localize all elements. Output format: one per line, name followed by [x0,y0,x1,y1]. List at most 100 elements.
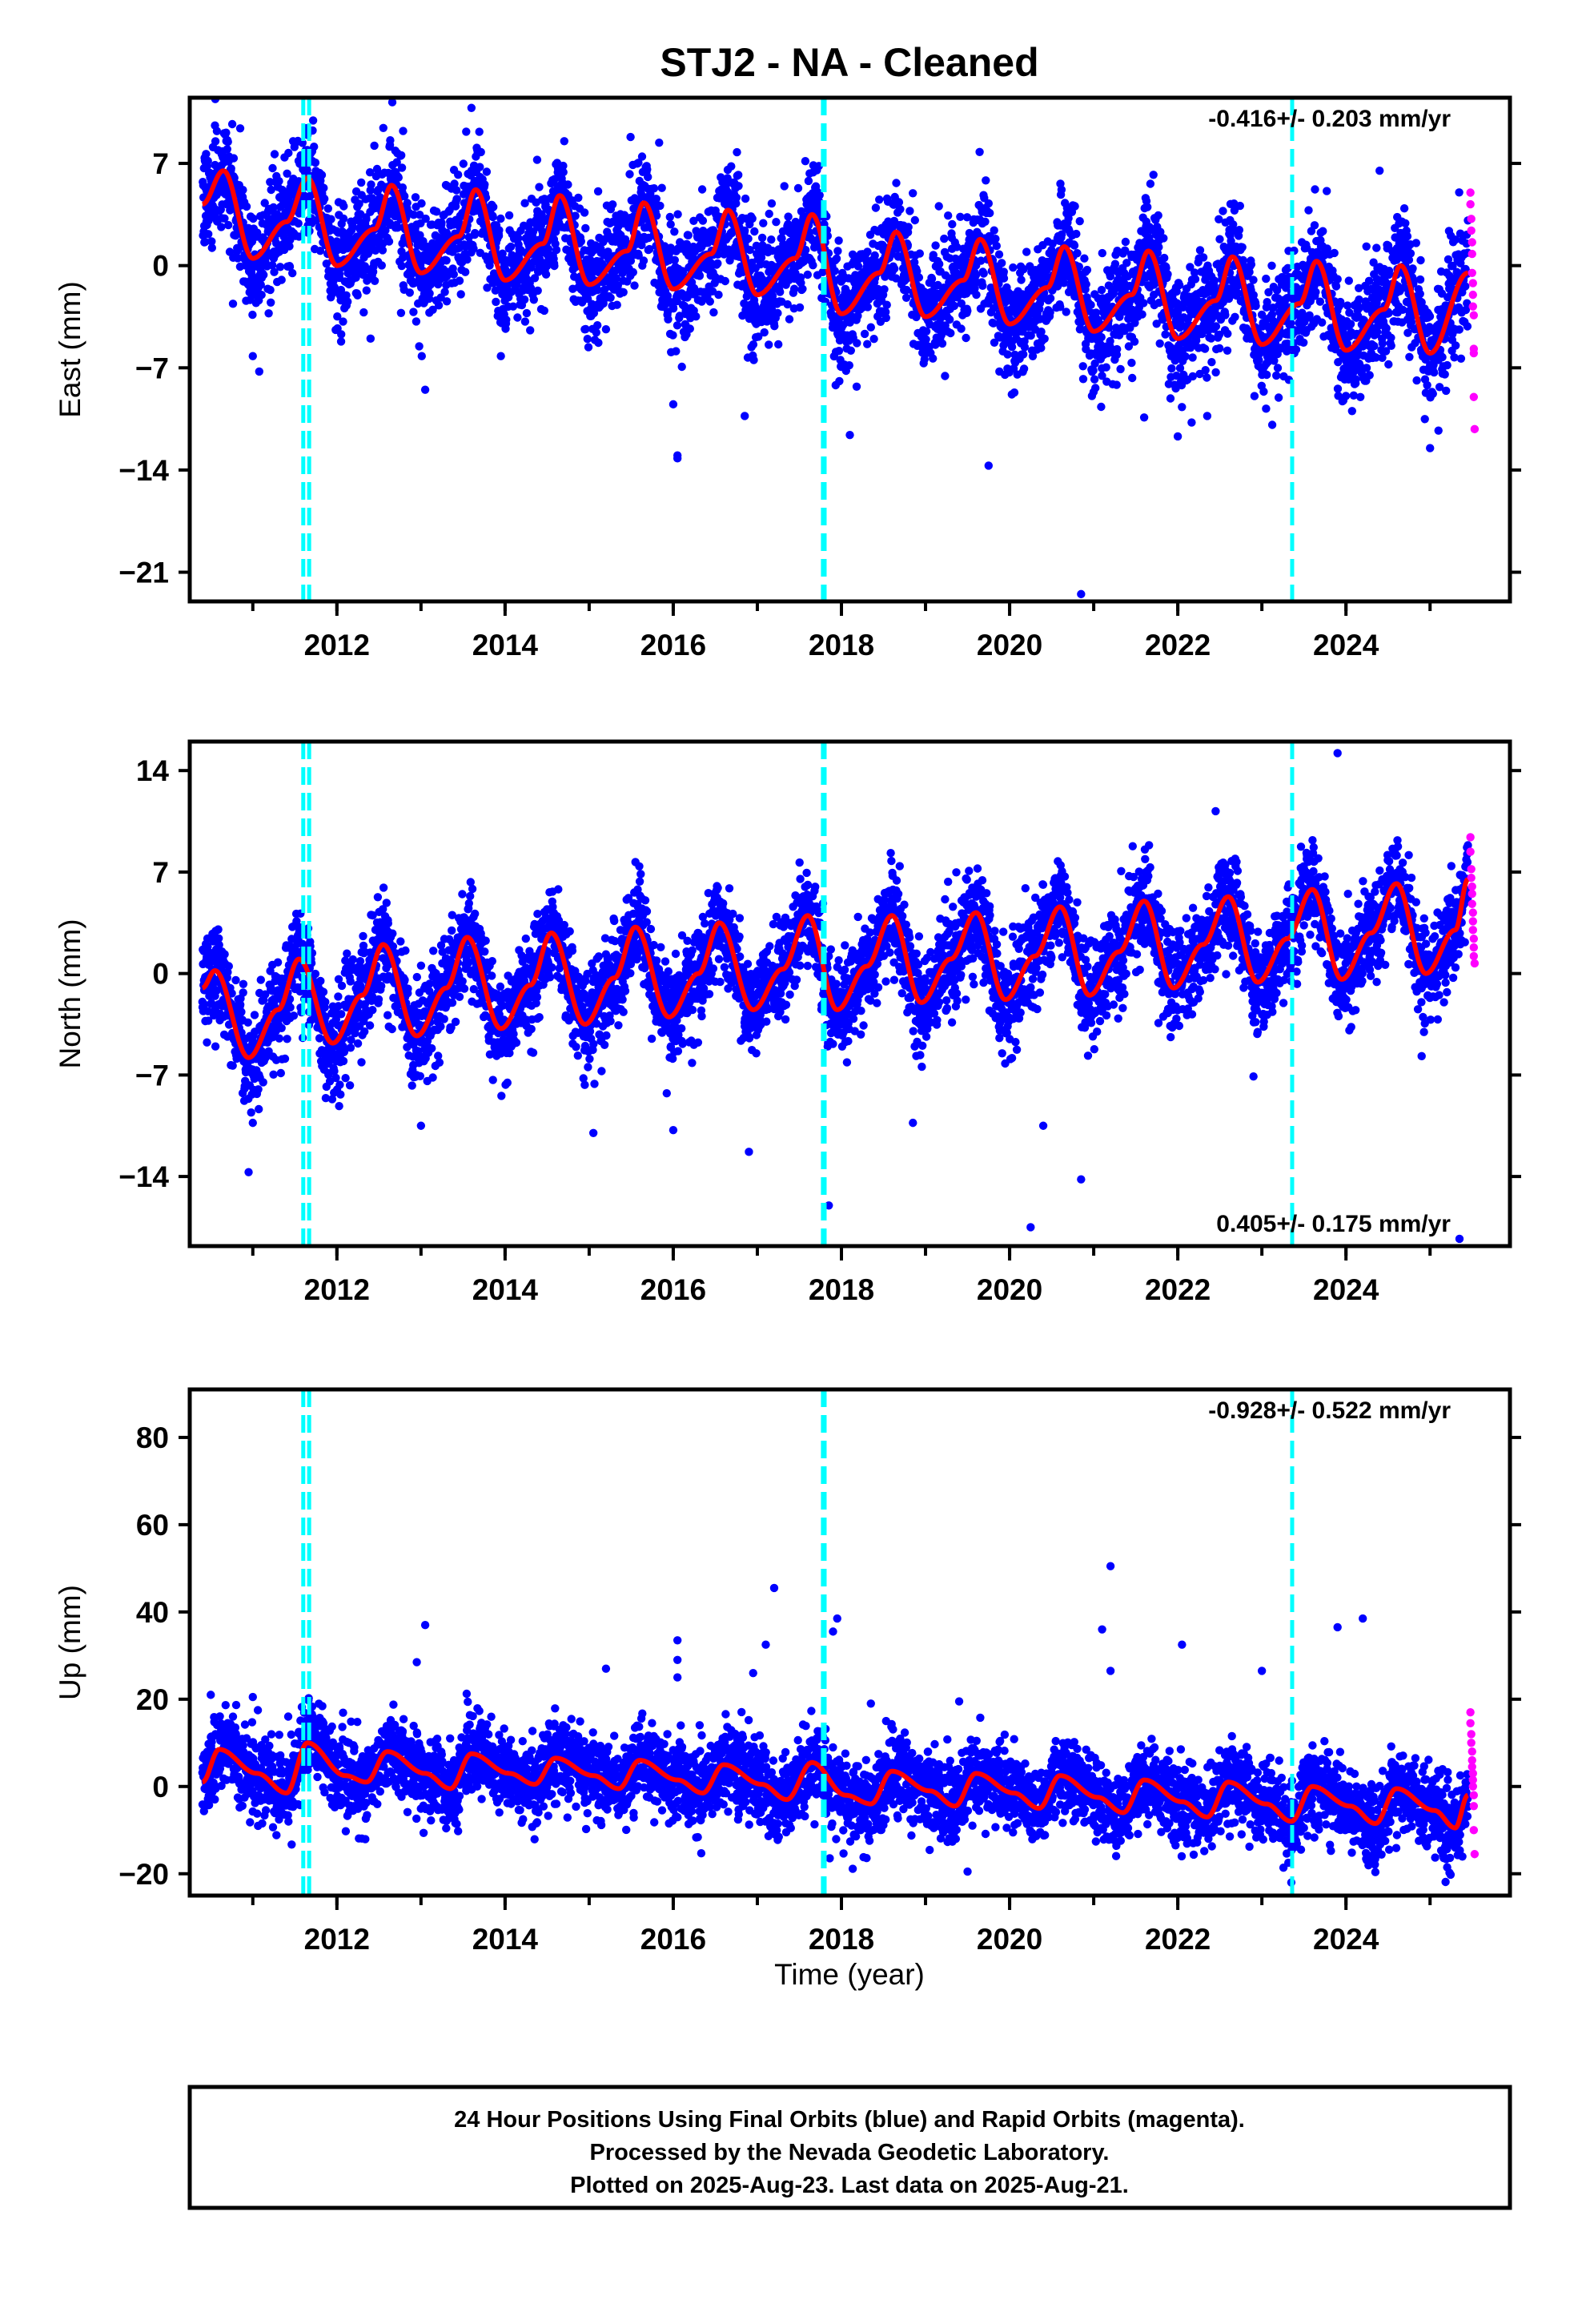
final-orbit-point [222,128,231,137]
final-orbit-point [308,116,318,125]
final-orbit-point [319,183,328,192]
final-orbit-point [207,237,216,246]
final-orbit-point [770,322,779,331]
final-orbit-point [601,325,611,334]
final-orbit-point [552,227,560,236]
final-orbit-point [1091,384,1100,392]
final-orbit-point [1167,364,1176,373]
final-orbit-point [559,167,568,177]
final-orbit-point [227,119,237,129]
final-orbit-point [1191,275,1200,283]
final-orbit-point [767,199,777,208]
final-orbit-point [400,191,409,201]
final-orbit-point [834,236,843,245]
final-orbit-point [1138,310,1146,319]
final-orbit-point [727,162,736,171]
final-orbit-point [1311,287,1320,296]
final-orbit-point [379,123,387,132]
final-orbit-point [317,171,327,179]
final-orbit-point [1362,242,1371,251]
final-orbit-point [1223,346,1232,355]
final-orbit-point [1263,370,1271,380]
final-orbit-point [871,203,881,212]
final-orbit-point [432,207,441,216]
final-orbit-point [1333,275,1342,283]
final-orbit-point [223,145,231,154]
final-orbit-point [260,199,269,207]
final-orbit-point [666,220,675,229]
final-orbit-point [259,271,268,279]
final-orbit-point [934,202,943,211]
final-orbit-point [353,291,362,300]
final-orbit-point [1161,330,1170,339]
final-orbit-point [284,148,293,158]
final-orbit-point [1046,294,1055,303]
final-orbit-point [532,155,542,164]
final-orbit-point [397,261,406,271]
final-orbit-point [1019,350,1028,359]
final-orbit-point [1062,308,1070,316]
final-orbit-point [1341,392,1351,400]
final-orbit-point [1273,364,1283,372]
final-orbit-point [223,137,232,147]
final-orbit-point [950,301,959,311]
final-orbit-point [749,356,758,364]
final-orbit-point [612,300,621,309]
final-orbit-point [489,203,498,211]
final-orbit-point [1201,366,1210,375]
final-orbit-point [759,219,768,227]
final-orbit-point [750,227,759,236]
final-orbit-point [944,211,953,220]
final-orbit-point [1231,312,1239,321]
final-orbit-point [1146,179,1155,188]
final-orbit-point [1203,373,1211,382]
final-orbit-point [619,287,628,297]
final-orbit-point [450,179,459,188]
final-orbit-point [397,163,407,172]
final-orbit-point [452,186,461,195]
final-orbit-point [832,254,841,263]
final-orbit-point [452,195,461,203]
final-orbit-point [1149,171,1158,179]
final-orbit-point [1211,322,1221,331]
final-orbit-point [359,308,368,317]
final-orbit-point [984,199,994,208]
final-orbit-point [544,244,553,254]
final-orbit-point [1110,259,1120,268]
final-orbit-point [1405,352,1414,361]
chart-title: STJ2 - NA - Cleaned [660,40,1038,85]
final-orbit-point [1139,299,1148,308]
final-orbit-point [664,315,673,324]
final-orbit-point [830,267,839,275]
final-orbit-point [264,309,273,318]
final-orbit-point [227,164,235,173]
final-orbit-point [1267,261,1276,270]
final-orbit-point [310,143,319,151]
final-orbit-point [1082,279,1090,289]
final-orbit-point [220,214,229,223]
final-orbit-point [695,271,705,280]
final-orbit-point [931,241,940,250]
final-orbit-point [409,308,418,316]
final-orbit-point [1238,243,1247,251]
final-orbit-point [1078,362,1087,371]
final-orbit-point [267,185,275,195]
final-orbit-point [1155,339,1164,348]
final-orbit-point [1351,375,1360,384]
final-orbit-point [583,335,592,344]
final-orbit-point [323,204,332,213]
final-orbit-point [268,261,277,270]
final-orbit-point [496,214,505,223]
final-orbit-point [365,168,375,177]
final-orbit-point [1113,344,1122,354]
final-orbit-point [1187,418,1196,427]
final-orbit-point [257,291,266,300]
final-orbit-point [1097,285,1106,295]
final-orbit-point [370,141,379,151]
final-orbit-point [399,127,408,135]
final-orbit-point [1347,407,1357,416]
final-orbit-point [962,333,970,343]
final-orbit-point [684,231,693,239]
final-orbit-point [201,237,210,247]
